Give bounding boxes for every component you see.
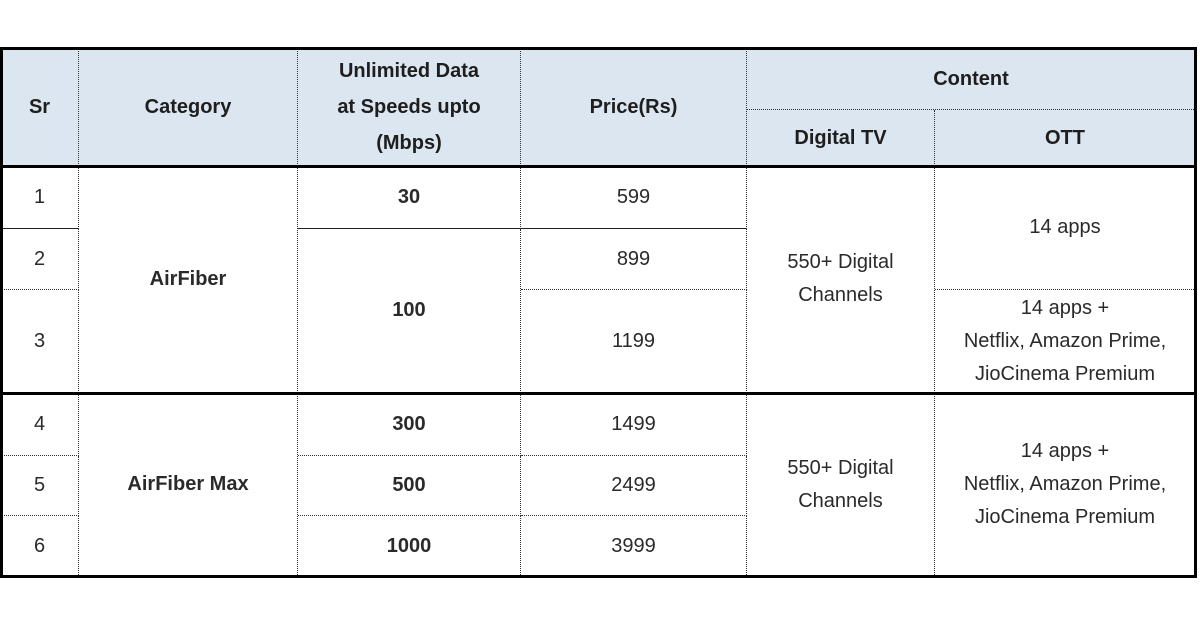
header-category: Category <box>79 48 298 166</box>
cell-sr: 4 <box>1 393 79 456</box>
cell-price: 1499 <box>521 393 747 456</box>
cell-speed: 300 <box>298 393 521 456</box>
group-divider <box>0 392 1197 395</box>
cell-price: 2499 <box>521 456 747 516</box>
header-content: Content <box>747 48 1196 110</box>
header-price: Price(Rs) <box>521 48 747 166</box>
cell-category: AirFiber Max <box>79 393 298 577</box>
cell-digital-tv: 550+ Digital Channels <box>747 393 935 577</box>
cell-ott: 14 apps + Netflix, Amazon Prime, JioCine… <box>935 393 1196 577</box>
cell-speed: 30 <box>298 166 521 229</box>
header-divider <box>0 165 1197 168</box>
header-sr: Sr <box>1 48 79 166</box>
header-ott: OTT <box>935 110 1196 166</box>
cell-sr: 1 <box>1 166 79 229</box>
cell-speed: 1000 <box>298 516 521 577</box>
header-speed: Unlimited Data at Speeds upto (Mbps) <box>298 48 521 166</box>
cell-digital-tv: 550+ Digital Channels <box>747 166 935 393</box>
cell-price: 3999 <box>521 516 747 577</box>
cell-price: 599 <box>521 166 747 229</box>
cell-speed: 500 <box>298 456 521 516</box>
header-digital-tv: Digital TV <box>747 110 935 166</box>
cell-sr: 6 <box>1 516 79 577</box>
cell-category: AirFiber <box>79 166 298 393</box>
cell-sr: 3 <box>1 290 79 393</box>
cell-sr: 5 <box>1 456 79 516</box>
cell-sr: 2 <box>1 229 79 290</box>
cell-price: 899 <box>521 229 747 290</box>
cell-speed: 100 <box>298 229 521 393</box>
cell-price: 1199 <box>521 290 747 393</box>
cell-ott: 14 apps <box>935 166 1196 290</box>
cell-ott: 14 apps + Netflix, Amazon Prime, JioCine… <box>935 290 1196 393</box>
